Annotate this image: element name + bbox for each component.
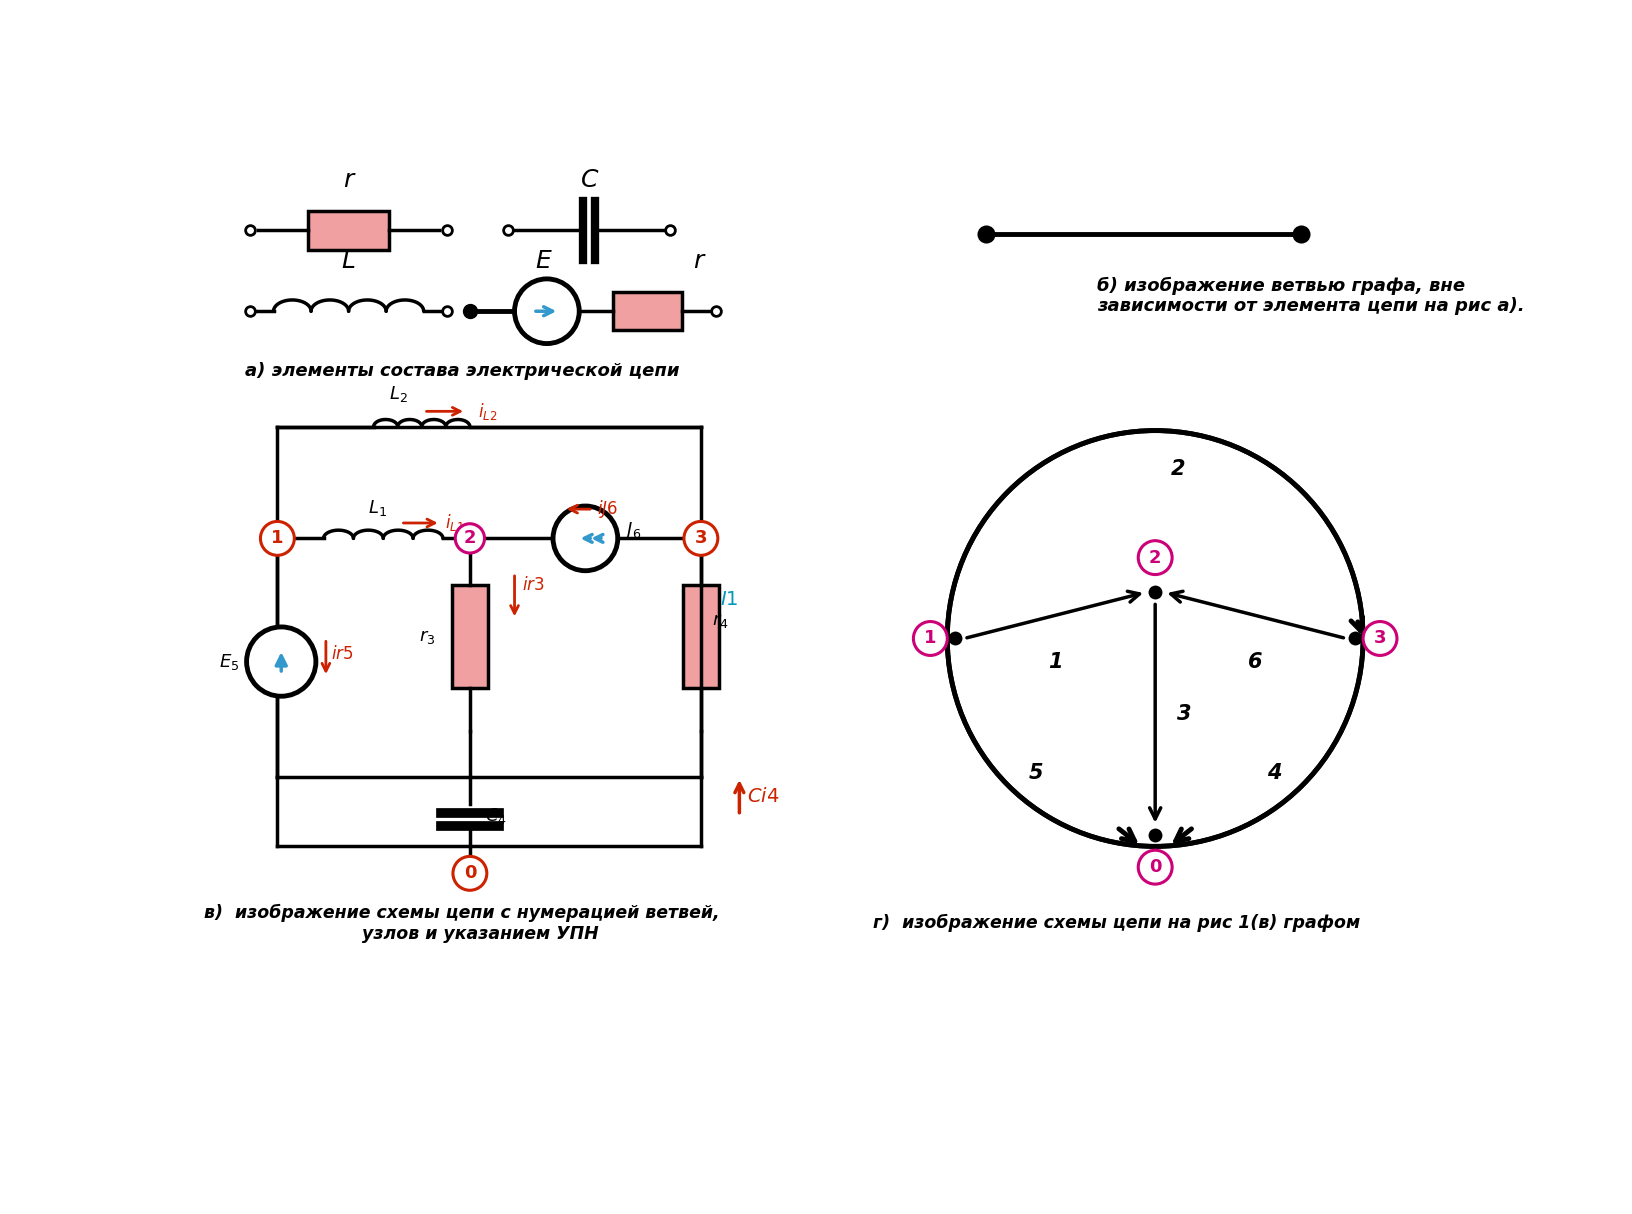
Text: $\mathit{ir3}$: $\mathit{ir3}$ (522, 575, 545, 594)
Text: $I1$: $I1$ (720, 590, 739, 609)
Text: $\mathit{i}_{L2}$: $\mathit{i}_{L2}$ (478, 401, 496, 421)
Text: $r_4$: $r_4$ (713, 612, 730, 630)
Text: $\mathit{ir5}$: $\mathit{ir5}$ (331, 645, 354, 663)
Text: E: E (535, 249, 552, 273)
Text: $\mathit{i}_{L1}$: $\mathit{i}_{L1}$ (446, 512, 465, 533)
Text: 5: 5 (1028, 764, 1043, 783)
Text: 3: 3 (1177, 704, 1191, 724)
Text: $C_4$: $C_4$ (485, 806, 508, 826)
Bar (684, 585, 718, 688)
Text: 6: 6 (1248, 652, 1263, 671)
Circle shape (246, 626, 317, 697)
Circle shape (455, 523, 485, 554)
Text: а) элементы состава электрической цепи: а) элементы состава электрической цепи (245, 362, 679, 380)
Text: б) изображение ветвью графа, вне
зависимости от элемента цепи на рис а).: б) изображение ветвью графа, вне зависим… (1097, 277, 1524, 316)
Text: 0: 0 (463, 864, 477, 883)
Text: 3: 3 (1374, 630, 1386, 647)
Text: $\mathit{Ci4}$: $\mathit{Ci4}$ (747, 787, 780, 806)
Text: L: L (341, 249, 356, 273)
Circle shape (1138, 540, 1172, 574)
Text: г)  изображение схемы цепи на рис 1(в) графом: г) изображение схемы цепи на рис 1(в) гр… (873, 914, 1361, 932)
Text: 0: 0 (1149, 858, 1162, 877)
Text: $E_5$: $E_5$ (219, 652, 238, 671)
Circle shape (684, 522, 718, 555)
Bar (614, 293, 682, 330)
Circle shape (1363, 622, 1397, 656)
Text: $L_1$: $L_1$ (369, 498, 387, 517)
Text: 4: 4 (1268, 764, 1281, 783)
Circle shape (261, 522, 294, 555)
Text: 3: 3 (695, 529, 707, 548)
Text: 1: 1 (271, 529, 284, 548)
Text: 2: 2 (1172, 459, 1185, 480)
Text: $L_2$: $L_2$ (388, 385, 408, 404)
Text: $\mathit{iJ6}$: $\mathit{iJ6}$ (597, 498, 619, 520)
Text: r: r (692, 249, 703, 273)
Circle shape (553, 506, 619, 571)
Circle shape (454, 856, 486, 890)
Text: C: C (581, 169, 597, 192)
Text: $r_3$: $r_3$ (419, 628, 436, 646)
Bar (308, 211, 390, 250)
Text: 2: 2 (463, 529, 477, 548)
Text: в)  изображение схемы цепи с нумерацией ветвей,
      узлов и указанием УПН: в) изображение схемы цепи с нумерацией в… (204, 904, 720, 943)
Circle shape (1138, 850, 1172, 884)
Text: 1: 1 (1048, 652, 1062, 671)
Text: r: r (343, 169, 354, 192)
Circle shape (514, 279, 579, 344)
Text: 1: 1 (924, 630, 937, 647)
Text: 2: 2 (1149, 549, 1162, 567)
Bar (452, 585, 488, 688)
Circle shape (914, 622, 947, 656)
Text: $J_6$: $J_6$ (623, 520, 641, 541)
